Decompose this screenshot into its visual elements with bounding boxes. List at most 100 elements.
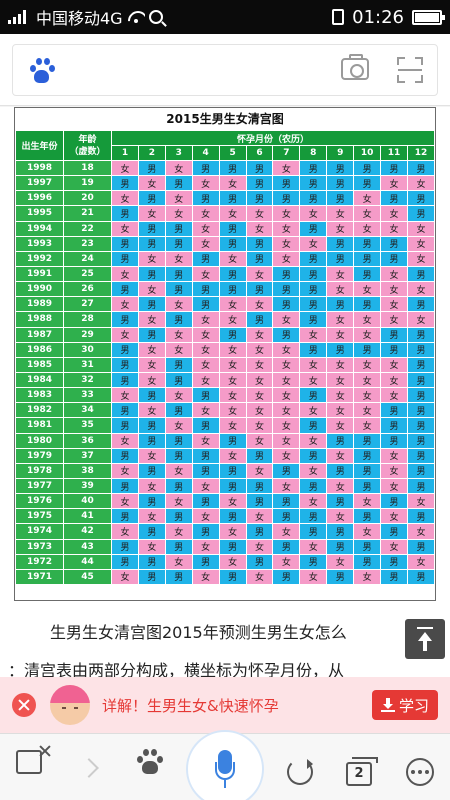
gender-cell: 女: [353, 387, 382, 404]
gender-cell: 男: [299, 250, 328, 267]
gender-cell: 女: [191, 235, 220, 252]
gender-cell: 男: [111, 356, 139, 373]
close-icon[interactable]: [12, 693, 36, 717]
camera-icon[interactable]: [341, 54, 369, 80]
gender-cell: 男: [326, 159, 355, 177]
ad-learn-button[interactable]: 学习: [372, 690, 438, 720]
table-row: 1986 30 男女女女女女女男男男男男: [15, 341, 436, 358]
gender-cell: 女: [111, 296, 139, 313]
gender-cell: 男: [272, 508, 301, 525]
gender-cell: 男: [245, 281, 274, 298]
gender-cell: 男: [299, 175, 328, 192]
gender-cell: 男: [380, 553, 408, 570]
gender-cell: 男: [299, 417, 328, 434]
gender-cell: 女: [353, 311, 382, 328]
gender-cell: 女: [191, 205, 220, 222]
gender-cell: 男: [218, 568, 247, 585]
gender-cell: 女: [191, 265, 220, 283]
gender-cell: 男: [245, 477, 274, 495]
gender-cell: 男: [191, 417, 220, 434]
gender-cell: 女: [245, 205, 274, 222]
gender-cell: 男: [353, 477, 382, 495]
gender-cell: 女: [137, 371, 166, 389]
age-cell: 28: [63, 311, 112, 328]
age-cell: 37: [63, 447, 112, 464]
gender-cell: 女: [353, 402, 382, 419]
gender-cell: 女: [272, 387, 301, 404]
baidu-paw-icon[interactable]: [27, 57, 55, 85]
close-page-icon[interactable]: [16, 750, 42, 774]
forward-icon[interactable]: [79, 758, 99, 778]
gender-cell: 女: [111, 326, 139, 343]
gender-cell: 女: [137, 281, 166, 298]
gender-cell: 男: [111, 477, 139, 495]
gender-cell: 女: [164, 387, 193, 404]
gender-cell: 女: [191, 402, 220, 419]
status-bar: 中国移动4G 01:26: [0, 0, 450, 34]
gender-cell: 男: [218, 220, 247, 237]
gender-cell: 男: [353, 175, 382, 192]
header-month-5: 5: [218, 145, 247, 161]
tabs-button[interactable]: 2: [346, 757, 378, 786]
gender-cell: 男: [353, 296, 382, 313]
gender-cell: 女: [380, 296, 408, 313]
gender-cell: 男: [353, 508, 382, 525]
birth-year-cell: 1990: [15, 281, 64, 298]
age-cell: 30: [63, 341, 112, 358]
gender-cell: 女: [326, 417, 355, 434]
table-row: 1976 40 女男女男女男男女男女男女: [15, 493, 436, 510]
gender-cell: 女: [164, 250, 193, 267]
gender-cell: 女: [137, 477, 166, 495]
gender-cell: 男: [299, 220, 328, 237]
gender-cell: 男: [137, 432, 166, 449]
header-month-6: 6: [245, 145, 274, 161]
baidu-home-icon[interactable]: [136, 748, 164, 776]
ad-banner[interactable]: 详解！生男生女&快速怀孕 学习: [0, 677, 450, 733]
gender-cell: 女: [272, 371, 301, 389]
age-cell: 22: [63, 220, 112, 237]
gender-cell: 男: [111, 235, 139, 252]
gender-cell: 男: [245, 250, 274, 267]
gender-cell: 女: [137, 341, 166, 358]
gender-cell: 男: [406, 265, 436, 283]
birth-year-cell: 1981: [15, 417, 64, 434]
gender-cell: 女: [191, 356, 220, 373]
gender-cell: 男: [218, 462, 247, 479]
age-cell: 38: [63, 462, 112, 479]
gender-cell: 女: [272, 523, 301, 540]
gender-cell: 女: [191, 341, 220, 358]
gender-cell: 女: [272, 311, 301, 328]
gender-cell: 男: [272, 462, 301, 479]
gender-cell: 男: [380, 190, 408, 207]
gender-cell: 女: [380, 356, 408, 373]
gender-cell: 男: [191, 523, 220, 540]
search-header: [0, 34, 450, 106]
gender-cell: 女: [218, 402, 247, 419]
refresh-icon[interactable]: [287, 759, 313, 785]
table-row: 1983 33 女男女男女女女男女女女男: [15, 387, 436, 404]
table-row: 1982 34 男女男女女女女女女女男男: [15, 402, 436, 419]
gender-cell: 男: [218, 432, 247, 449]
gender-cell: 女: [272, 402, 301, 419]
more-menu-icon[interactable]: [406, 758, 434, 786]
birth-year-cell: 1983: [15, 387, 64, 404]
gender-cell: 男: [218, 265, 247, 283]
gender-cell: 男: [164, 371, 193, 389]
gender-cell: 女: [164, 296, 193, 313]
gender-cell: 女: [326, 205, 355, 222]
gender-cell: 女: [191, 371, 220, 389]
voice-search-button[interactable]: [186, 730, 264, 800]
ad-text[interactable]: 详解！生男生女&快速怀孕: [102, 696, 279, 715]
header-month-11: 11: [380, 145, 408, 161]
gender-cell: 女: [245, 568, 274, 585]
scroll-to-top-button[interactable]: [405, 619, 445, 659]
article-line-1: 生男生女清宫图2015年预测生男生女怎么: [50, 623, 347, 642]
gender-cell: 女: [326, 356, 355, 373]
table-row: 1972 44 男男女男女男女男女男男女: [15, 553, 436, 570]
birth-year-cell: 1993: [15, 235, 64, 252]
scan-icon[interactable]: [397, 57, 423, 83]
gender-cell: 男: [164, 220, 193, 237]
age-cell: 42: [63, 523, 112, 540]
search-box[interactable]: [12, 44, 438, 96]
birth-year-cell: 1974: [15, 523, 64, 540]
